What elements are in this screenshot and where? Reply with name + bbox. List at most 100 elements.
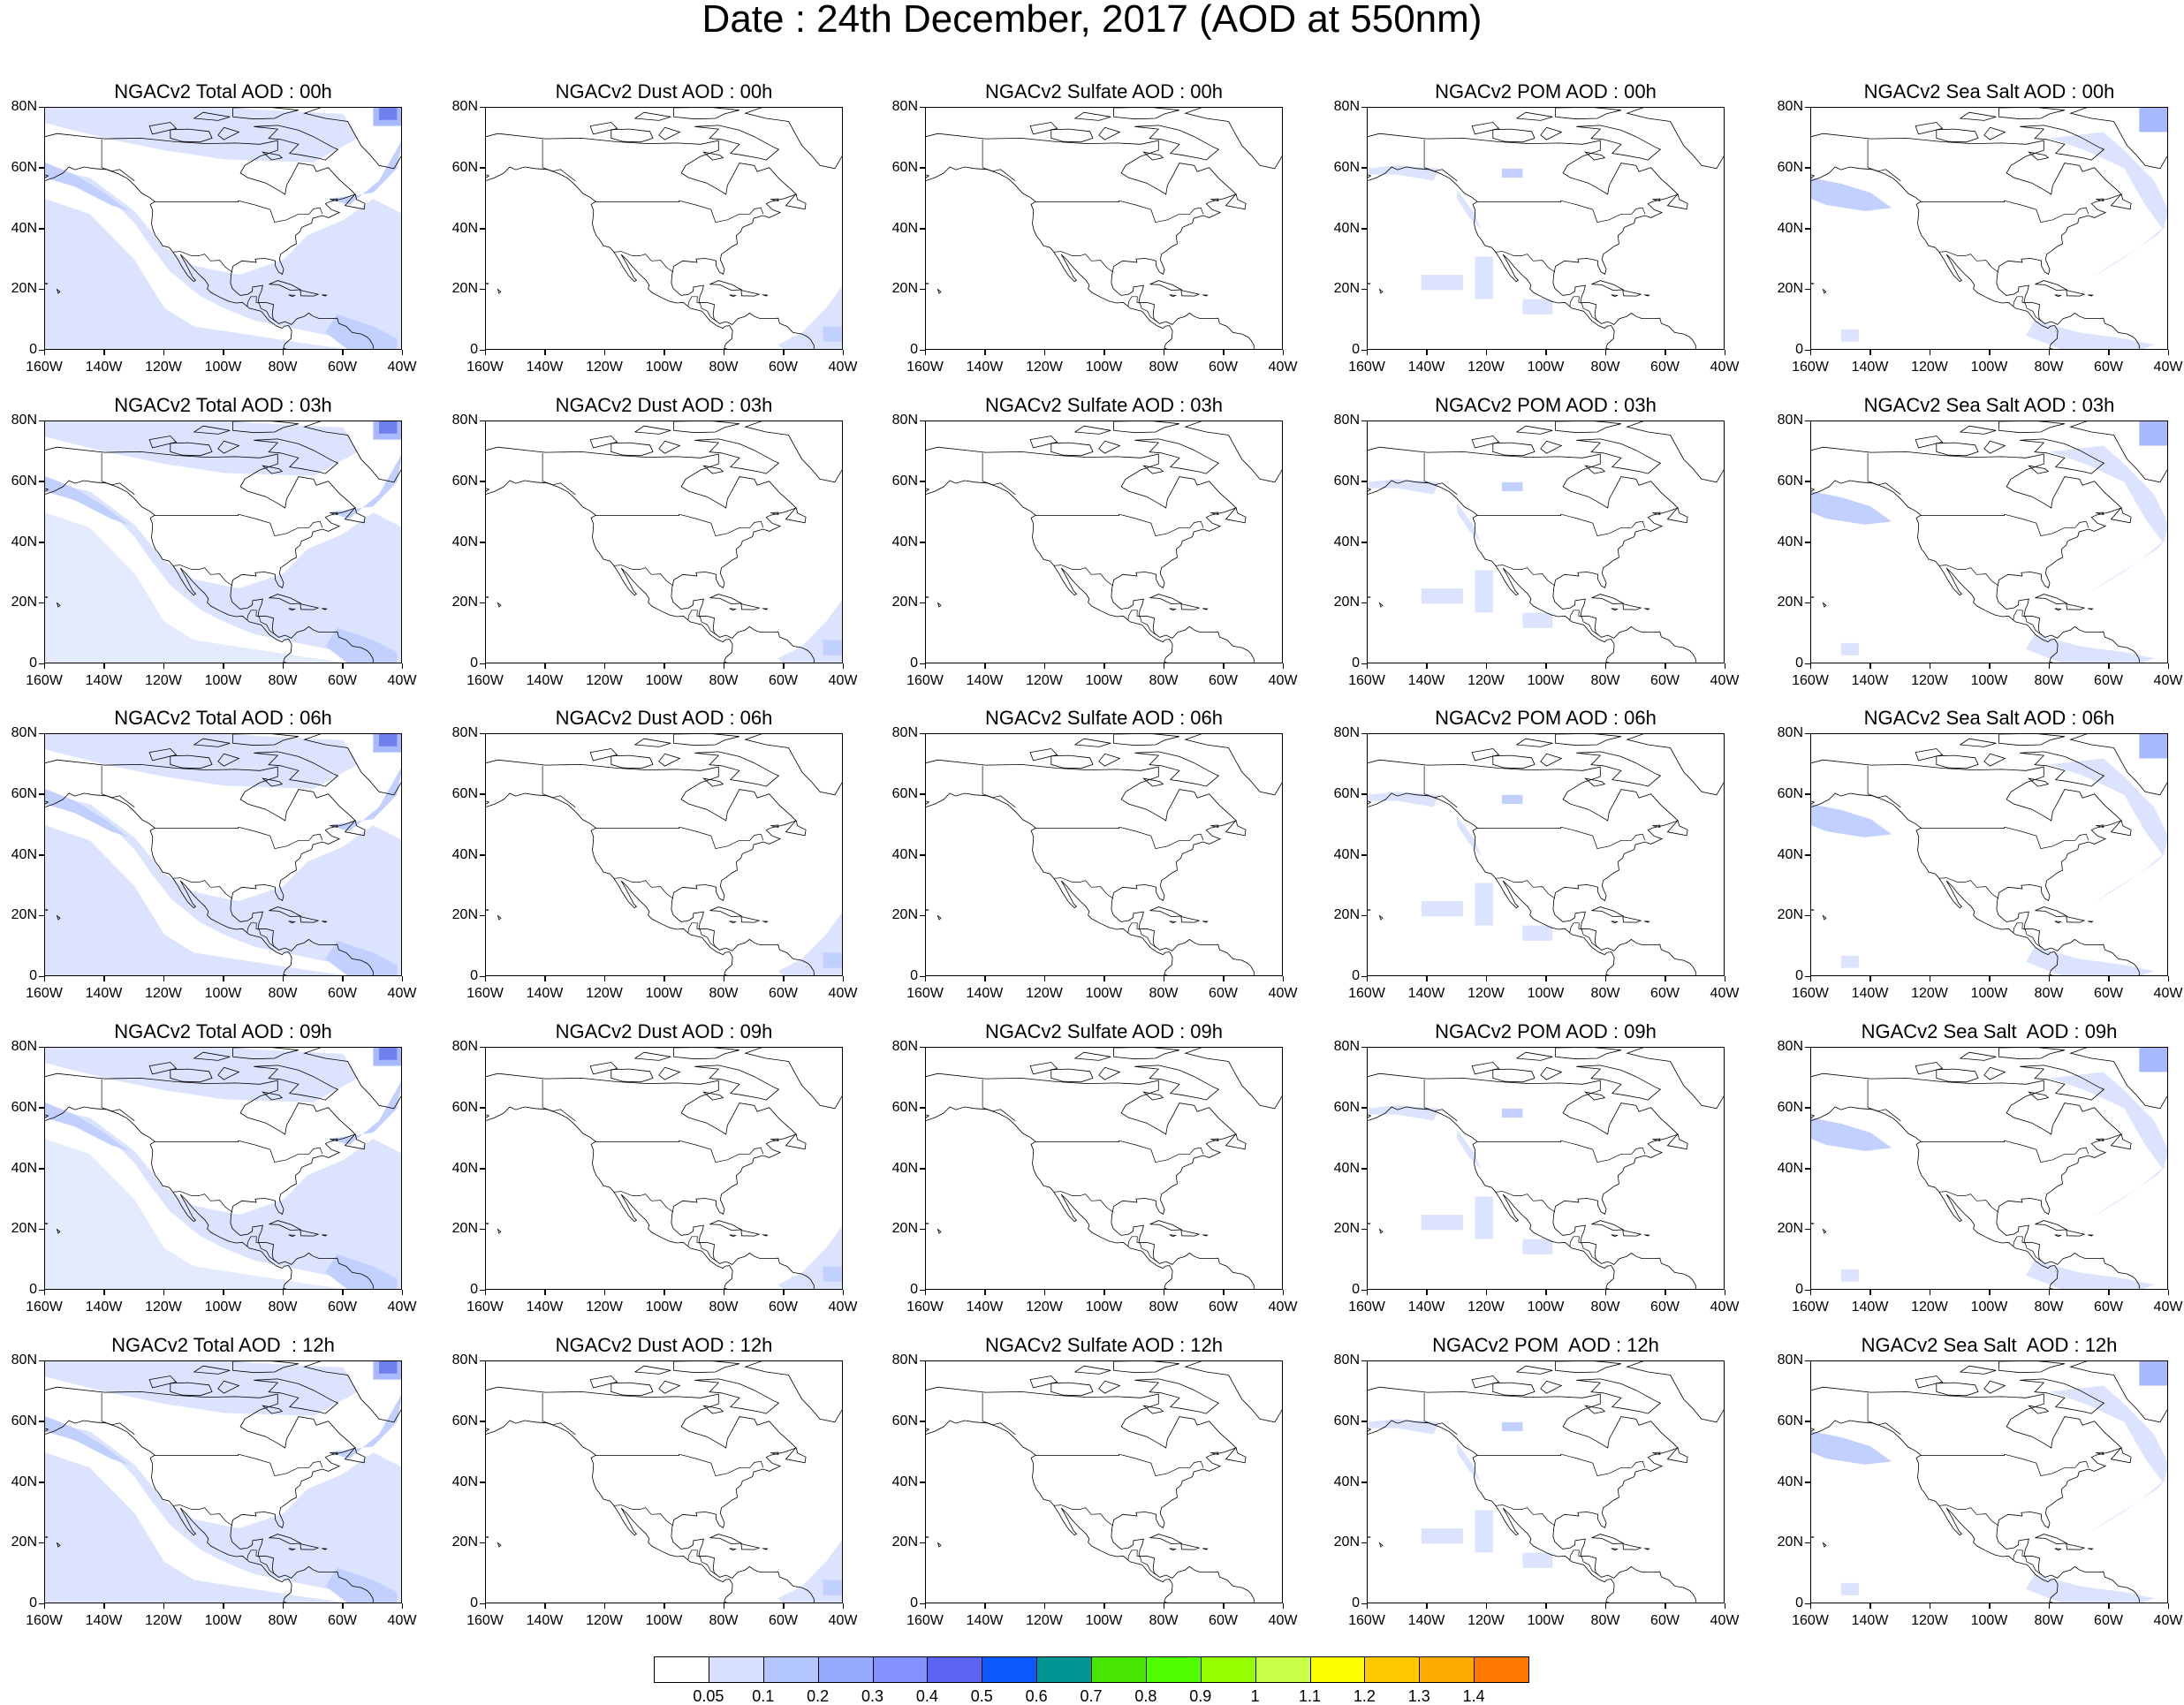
lon-tick-mark	[1103, 1603, 1105, 1609]
colorbar-bin	[708, 1656, 764, 1683]
lon-tick-mark	[1545, 1290, 1547, 1295]
lat-tick-mark	[39, 1421, 44, 1422]
coastline	[926, 108, 1282, 349]
panel-title: NGACv2 POM AOD : 12h	[1432, 1334, 1659, 1356]
lon-tick-label: 40W	[1710, 1613, 1740, 1628]
lon-tick-mark	[282, 663, 284, 669]
lat-tick-mark	[480, 1107, 485, 1109]
lat-tick-mark	[480, 1542, 485, 1544]
lat-tick-mark	[1805, 1168, 1810, 1170]
lat-tick-mark	[480, 1168, 485, 1170]
lon-tick-label: 40W	[387, 1300, 417, 1315]
lon-tick-label: 80W	[268, 986, 298, 1001]
lon-tick-label: 160W	[466, 986, 504, 1001]
coastline	[486, 734, 842, 975]
lon-tick-mark	[783, 1290, 785, 1295]
lon-tick-label: 100W	[1527, 1300, 1565, 1315]
map-frame	[1810, 733, 2168, 976]
lon-tick-mark	[1485, 350, 1487, 355]
lat-tick-mark	[1361, 854, 1367, 856]
aod-shading	[1368, 1419, 1553, 1568]
aod-shading	[1811, 1048, 2167, 1289]
lat-tick-label: 40N	[1333, 220, 1360, 236]
panel-title: NGACv2 Dust AOD : 00h	[555, 80, 773, 102]
lat-tick-mark	[920, 481, 925, 482]
lat-tick-label: 20N	[1333, 595, 1360, 610]
lat-tick-mark	[1805, 1603, 1810, 1604]
lon-tick-label: 80W	[2034, 1300, 2064, 1315]
lon-tick-mark	[1929, 350, 1930, 355]
lon-tick-mark	[1223, 1290, 1225, 1295]
aod-shading	[1811, 108, 2167, 349]
lat-tick-label: 40N	[1777, 846, 1803, 862]
lon-tick-mark	[1809, 1290, 1811, 1295]
lon-tick-mark	[342, 350, 344, 355]
aod-shading	[777, 286, 842, 349]
lat-tick-label: 60N	[451, 785, 478, 801]
lat-tick-mark	[1805, 288, 1810, 291]
map-frame	[44, 421, 402, 663]
lat-tick-mark	[39, 1603, 44, 1604]
lon-tick-label: 120W	[1911, 986, 1948, 1001]
lat-tick-mark	[480, 602, 485, 604]
lat-tick-label: 80N	[1777, 1353, 1803, 1368]
lat-tick-label: 80N	[1333, 1039, 1360, 1054]
lon-tick-label: 120W	[1911, 1613, 1948, 1628]
lat-tick-mark	[480, 420, 485, 421]
lat-tick-label: 80N	[891, 413, 918, 428]
panel-title: NGACv2 Total AOD : 12h	[111, 1334, 335, 1356]
lat-tick-label: 20N	[1777, 1221, 1803, 1237]
lat-tick-label: 40N	[891, 534, 918, 549]
coastline	[1368, 108, 1724, 349]
lat-tick-label: 20N	[1777, 1534, 1803, 1550]
lat-tick-mark	[1805, 914, 1810, 917]
lat-tick-label: 80N	[11, 1353, 37, 1368]
lat-tick-label: 40N	[11, 1474, 37, 1489]
lat-tick-mark	[480, 106, 485, 108]
lon-tick-label: 60W	[769, 673, 798, 688]
colorbar-bin	[1145, 1656, 1202, 1683]
lat-tick-mark	[39, 542, 44, 543]
lon-tick-mark	[1869, 1603, 1871, 1609]
lon-tick-mark	[1426, 350, 1428, 355]
lon-tick-mark	[103, 663, 105, 669]
lon-tick-mark	[223, 1290, 224, 1295]
lon-tick-mark	[984, 1290, 986, 1295]
lat-tick-label: 0	[470, 1282, 478, 1297]
lat-tick-label: 60N	[1777, 1413, 1803, 1428]
lon-tick-label: 160W	[1348, 673, 1385, 688]
lon-tick-label: 140W	[966, 673, 1004, 688]
lat-tick-label: 40N	[891, 1160, 918, 1176]
lat-tick-mark	[1361, 1421, 1367, 1422]
lat-tick-mark	[480, 975, 485, 977]
lat-tick-mark	[920, 1228, 925, 1231]
lon-tick-mark	[1665, 1603, 1666, 1609]
lon-tick-mark	[1604, 350, 1606, 355]
lon-tick-mark	[1163, 976, 1164, 981]
panel-title: NGACv2 Sulfate AOD : 06h	[984, 707, 1224, 729]
colorbar-label: 0.4	[915, 1687, 938, 1705]
lon-tick-label: 100W	[645, 673, 683, 688]
aod-shading	[777, 1226, 842, 1289]
lon-tick-mark	[1724, 350, 1725, 355]
lon-tick-label: 80W	[2034, 1613, 2064, 1628]
lat-tick-label: 0	[910, 1282, 918, 1297]
lat-tick-mark	[920, 420, 925, 421]
lat-tick-label: 80N	[11, 725, 37, 740]
lon-tick-label: 140W	[1851, 360, 1889, 375]
lon-tick-mark	[924, 976, 926, 981]
lat-tick-label: 20N	[1777, 907, 1803, 923]
lat-tick-mark	[39, 288, 44, 291]
lat-tick-label: 20N	[451, 907, 478, 923]
lon-tick-label: 80W	[268, 360, 298, 375]
lat-tick-mark	[480, 663, 485, 664]
lon-tick-label: 140W	[1407, 673, 1445, 688]
lat-tick-label: 0	[910, 1595, 918, 1610]
lat-tick-label: 40N	[891, 220, 918, 236]
lat-tick-label: 80N	[1777, 1039, 1803, 1054]
lat-tick-mark	[1361, 228, 1367, 230]
aod-map	[486, 1361, 842, 1603]
lon-tick-mark	[1223, 350, 1225, 355]
lon-tick-label: 40W	[828, 673, 858, 688]
lat-tick-mark	[39, 1481, 44, 1483]
